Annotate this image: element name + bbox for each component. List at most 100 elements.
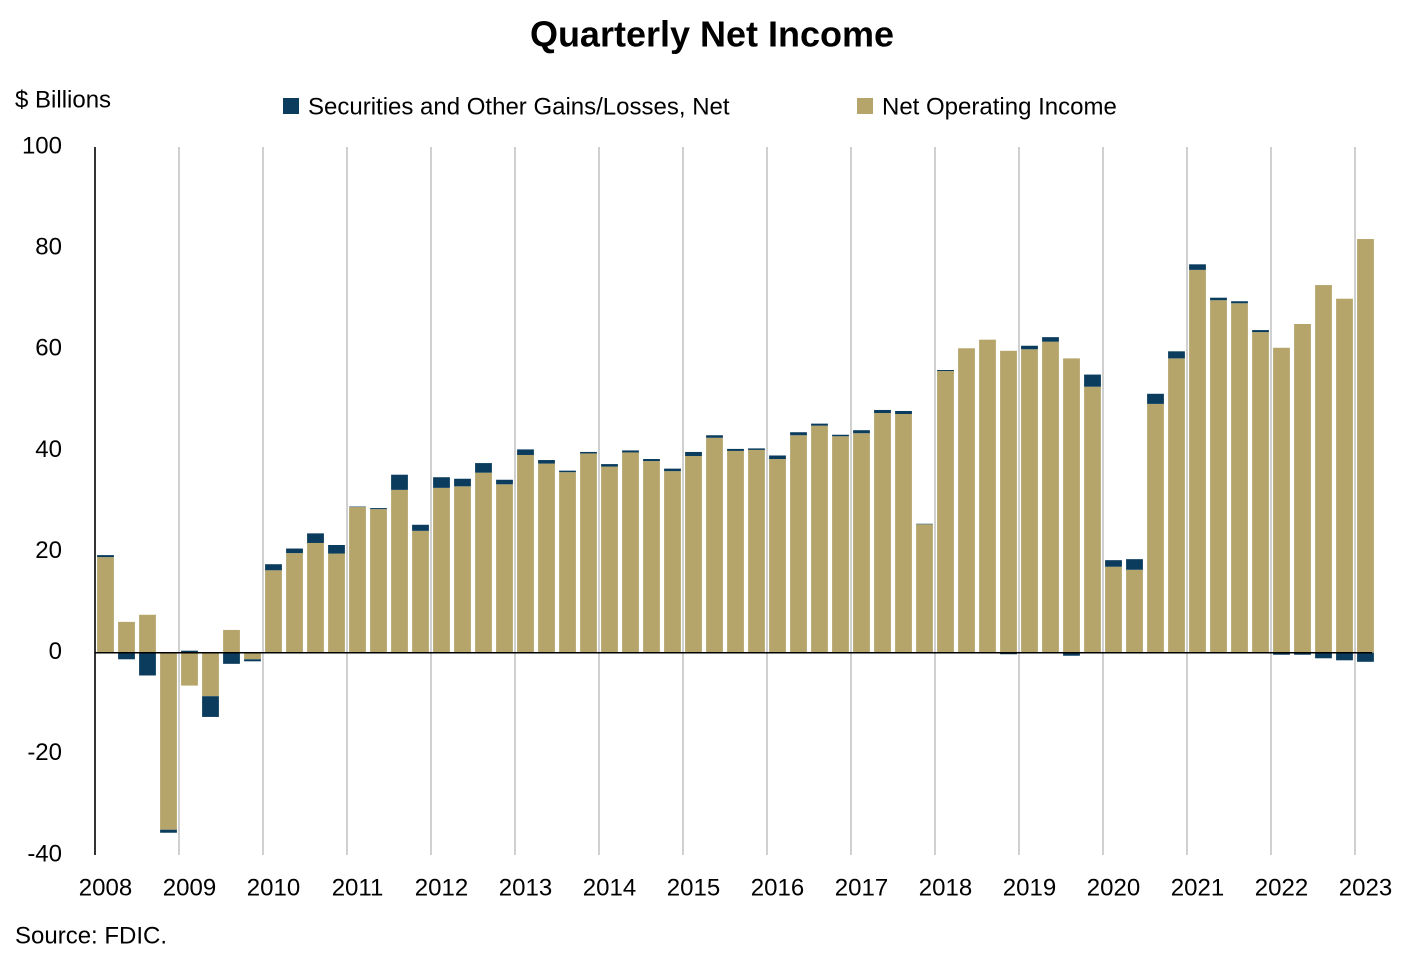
bar-segment	[811, 423, 828, 426]
bar-segment	[916, 523, 933, 525]
bar-segment	[349, 507, 366, 653]
bar-segment	[496, 479, 513, 485]
bar-segment	[937, 370, 954, 372]
y-tick-label: 20	[35, 537, 62, 564]
bar-segment	[769, 455, 786, 460]
bar-segment	[1021, 345, 1038, 350]
bar-segment	[1084, 386, 1101, 653]
bar-segment	[454, 486, 471, 653]
x-tick-label: 2016	[751, 874, 804, 901]
x-tick-label: 2021	[1171, 874, 1224, 901]
bar-segment	[1273, 347, 1290, 653]
x-tick-label: 2018	[919, 874, 972, 901]
bar-segment	[286, 553, 303, 653]
bar-segment	[307, 542, 324, 653]
bar-segment	[853, 433, 870, 653]
bar-segment	[1000, 652, 1017, 655]
bar-segment	[1357, 652, 1374, 662]
bar-segment	[1315, 652, 1332, 659]
bar-segment	[1063, 652, 1080, 656]
bar-segment	[811, 425, 828, 653]
bar-segment	[748, 449, 765, 653]
bar-segment	[1252, 332, 1269, 653]
bar-segment	[349, 506, 366, 508]
bar-segment	[1105, 560, 1122, 567]
bar-segment	[181, 650, 198, 653]
bar-segment	[643, 461, 660, 653]
bar-segment	[1231, 301, 1248, 304]
x-tick-label: 2017	[835, 874, 888, 901]
bar-segment	[1147, 393, 1164, 404]
bar-segment	[1063, 358, 1080, 653]
bar-segment	[97, 555, 114, 558]
bar-segment	[622, 452, 639, 653]
bar-segment	[685, 451, 702, 456]
bar-segment	[832, 434, 849, 437]
bar-segment	[160, 829, 177, 833]
bar-segment	[1357, 239, 1374, 653]
bar-segment	[748, 448, 765, 450]
bar-segment	[517, 454, 534, 653]
x-tick-label: 2012	[415, 874, 468, 901]
source-note: Source: FDIC.	[15, 922, 167, 949]
bar-segment	[370, 509, 387, 653]
bar-segment	[139, 614, 156, 653]
bar-segment	[874, 413, 891, 653]
bar-segment	[538, 460, 555, 464]
bar-segment	[391, 474, 408, 490]
legend-swatch	[857, 98, 873, 114]
x-tick-label: 2011	[332, 874, 384, 901]
bar-segment	[223, 652, 240, 664]
bar-segment	[1168, 351, 1185, 359]
bar-segment	[559, 470, 576, 473]
bar-segment	[1042, 337, 1059, 342]
bar-segment	[160, 652, 177, 830]
bar-segment	[727, 448, 744, 451]
bar-segment	[181, 652, 198, 686]
legend-label: Net Operating Income	[882, 93, 1117, 120]
x-tick-label: 2019	[1003, 874, 1056, 901]
bar-segment	[328, 544, 345, 554]
bar-segment	[727, 450, 744, 653]
bar-segment	[202, 652, 219, 697]
bar-segment	[433, 487, 450, 653]
bar-segment	[916, 524, 933, 653]
x-tick-label: 2023	[1339, 874, 1392, 901]
bar-segment	[937, 371, 954, 653]
bar-segment	[895, 414, 912, 653]
bar-segment	[1231, 303, 1248, 653]
bar-segment	[475, 472, 492, 653]
bar-segment	[769, 459, 786, 653]
bar-segment	[685, 455, 702, 653]
bar-segment	[706, 437, 723, 653]
bar-segment	[1273, 652, 1290, 655]
bar-segment	[307, 533, 324, 543]
bar-segment	[517, 449, 534, 455]
bar-segment	[1126, 559, 1143, 570]
bar-segment	[412, 530, 429, 653]
bar-segment	[139, 652, 156, 676]
x-tick-label: 2022	[1255, 874, 1308, 901]
bar-segment	[580, 451, 597, 454]
bar-segment	[1021, 349, 1038, 653]
bar-segment	[706, 435, 723, 438]
bar-segment	[265, 564, 282, 571]
bar-segment	[118, 652, 135, 660]
bar-segment	[1336, 298, 1353, 653]
bar-segment	[601, 464, 618, 467]
x-tick-label: 2014	[583, 874, 636, 901]
bar-segment	[1252, 330, 1269, 333]
bar-segment	[433, 477, 450, 488]
bar-segment	[664, 471, 681, 653]
bar-segment	[265, 570, 282, 653]
y-tick-label: -20	[27, 739, 62, 766]
bar-segment	[1315, 285, 1332, 653]
y-tick-label: 40	[35, 436, 62, 463]
bar-segment	[874, 409, 891, 414]
bar-segment	[895, 410, 912, 415]
bar-segment	[496, 484, 513, 653]
bar-segment	[1084, 374, 1101, 387]
bar-segment	[853, 430, 870, 434]
x-tick-label: 2015	[667, 874, 720, 901]
x-tick-label: 2013	[499, 874, 552, 901]
